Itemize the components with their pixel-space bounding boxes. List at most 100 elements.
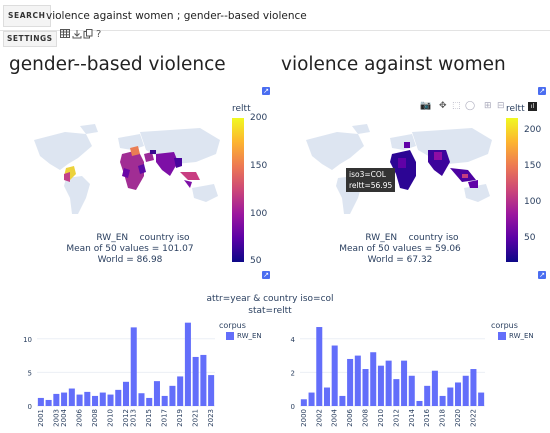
legend-item[interactable]: RW_EN [226,332,262,340]
map-region [428,150,450,176]
expand-icon[interactable]: ↗ [538,271,546,279]
bar[interactable] [339,395,346,406]
x-tick-label: 2010 [377,409,385,427]
box-select-icon[interactable]: ⬚ [452,101,461,111]
map-region [390,150,416,190]
bar[interactable] [84,391,91,406]
bar[interactable] [92,395,99,406]
pan-icon[interactable]: ✥ [439,101,447,111]
x-tick-label: 2023 [207,409,215,427]
x-tick-label: 2018 [439,409,447,427]
map-region [122,168,130,178]
bar[interactable] [347,358,354,406]
bar[interactable] [455,382,462,406]
map-region [468,180,478,188]
bar-chart-right[interactable]: 0 2 4 2000 2002 2004 2006 2008 2010 2012 2014 2016 2… [275,318,485,433]
legend-label: RW_EN [237,332,262,340]
bar[interactable] [377,365,384,406]
bar[interactable] [153,381,160,406]
map-caption-source: RW_EN [365,233,398,243]
bar[interactable] [424,385,431,406]
bar[interactable] [300,399,307,406]
search-bar: SEARCH [0,0,550,31]
bar[interactable] [408,375,415,406]
y-tick-label: 0 [28,403,32,411]
camera-icon[interactable]: 📷 [420,101,432,111]
tooltip-line: reltt=56.95 [349,181,393,190]
map-region [462,174,468,178]
bar[interactable] [53,393,60,406]
bar[interactable] [138,393,145,406]
bar[interactable] [316,327,323,406]
colorbar-tick: 100 [524,197,542,207]
x-tick-label: 2012 [122,409,130,427]
bar[interactable] [146,397,153,406]
x-tick-label: 2000 [300,409,308,427]
bar-chart-left[interactable]: 0 5 10 2001 2003 2004 2006 2008 2010 2012 2013 2015… [0,318,270,433]
x-tick-label: 2004 [60,408,68,426]
map-caption: RW_EN country iso [55,233,231,243]
bar[interactable] [130,327,137,406]
expand-icon[interactable]: ↗ [262,87,270,95]
bar[interactable] [470,369,477,406]
help-icon[interactable]: ? [96,29,102,40]
bar[interactable] [362,369,369,406]
bar[interactable] [169,385,176,406]
x-tick-label: 2002 [315,409,323,427]
search-input[interactable] [44,5,548,27]
world-map-right[interactable] [292,118,502,218]
settings-button[interactable]: SETTINGS [3,31,57,47]
bar[interactable] [161,395,168,406]
bar[interactable] [401,360,408,406]
download-icon[interactable] [72,29,82,42]
bar[interactable] [45,399,52,406]
map-caption: RW_EN country iso [324,233,500,243]
x-tick-label: 2021 [192,409,200,427]
bar[interactable] [478,392,485,406]
bar[interactable] [385,360,392,406]
copy-icon[interactable] [83,29,93,42]
colorbar [506,118,518,262]
bar[interactable] [177,376,184,406]
zoom-in-icon[interactable]: ⊞ [484,101,492,111]
bar[interactable] [115,389,122,406]
expand-icon[interactable]: ↗ [262,271,270,279]
legend-item[interactable]: RW_EN [498,332,534,340]
bar[interactable] [447,387,454,406]
map-region [156,152,178,176]
bar[interactable] [122,381,130,406]
legend-swatch [498,332,506,340]
bar[interactable] [184,322,191,406]
bar[interactable] [416,400,423,406]
plotly-logo-icon[interactable]: ıl [528,102,537,111]
bar[interactable] [37,397,44,406]
bar[interactable] [208,375,215,406]
bar[interactable] [192,356,199,406]
lasso-icon[interactable]: ◯ [465,101,476,111]
tooltip-line: iso3=COL [349,170,386,179]
bar[interactable] [354,355,361,406]
bar[interactable] [107,394,114,406]
bar[interactable] [68,388,75,406]
bar[interactable] [99,392,106,406]
map-caption-label: country iso [408,233,459,243]
bar[interactable] [370,352,377,406]
bar[interactable] [462,375,469,406]
bar[interactable] [439,395,446,406]
world-map-left[interactable] [20,118,230,218]
bar[interactable] [331,345,338,406]
bar[interactable] [431,370,438,406]
map-region [398,158,406,168]
bar[interactable] [323,387,330,406]
panel-left-title: gender--based violence [9,54,226,75]
bar[interactable] [76,394,83,406]
x-tick-label: 2016 [423,408,431,426]
bar[interactable] [393,379,400,406]
bar[interactable] [61,392,68,406]
zoom-out-icon[interactable]: ⊟ [497,101,505,111]
table-icon[interactable] [60,29,70,41]
map-region [150,150,156,154]
bar[interactable] [308,392,315,406]
bar[interactable] [200,354,207,406]
expand-icon[interactable]: ↗ [538,87,546,95]
